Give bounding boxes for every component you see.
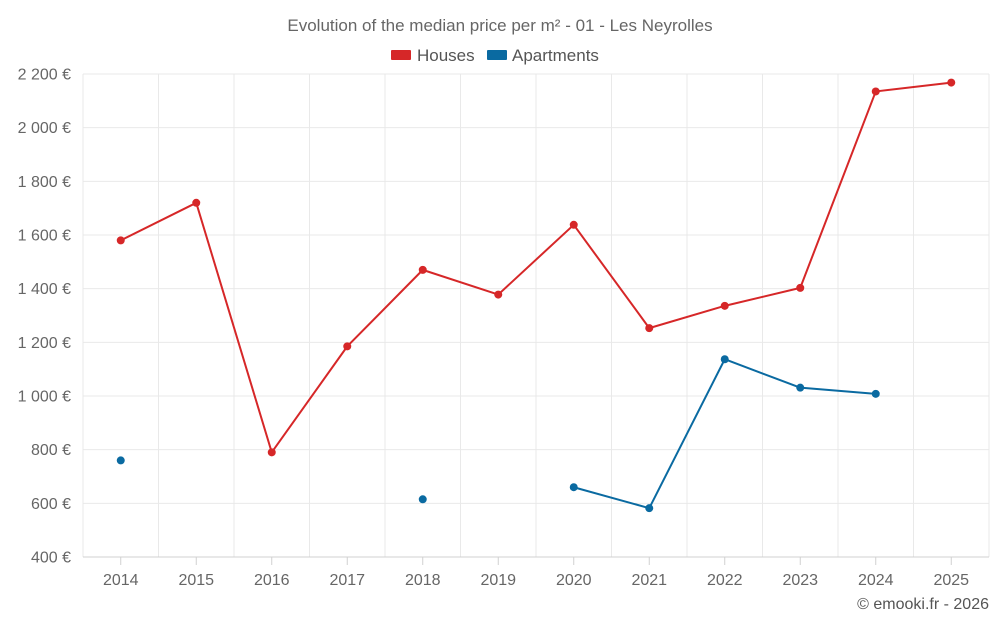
x-tick-label: 2014 [103, 572, 139, 589]
data-point-apartments[interactable] [116, 456, 125, 465]
x-tick-label: 2016 [254, 572, 290, 589]
legend-label-houses: Houses [417, 46, 475, 65]
data-point-houses[interactable] [796, 283, 805, 292]
gridlines [82, 73, 990, 557]
data-point-houses[interactable] [267, 448, 276, 457]
data-series [116, 78, 956, 513]
x-tick-label: 2025 [933, 572, 969, 589]
y-tick-label: 400 € [31, 550, 71, 567]
y-tick-label: 1 000 € [18, 389, 71, 406]
data-point-apartments[interactable] [418, 495, 427, 504]
data-point-houses[interactable] [947, 78, 956, 87]
data-point-apartments[interactable] [796, 383, 805, 392]
x-tick-label: 2022 [707, 572, 743, 589]
y-tick-label: 2 200 € [18, 67, 71, 84]
data-point-houses[interactable] [192, 198, 201, 207]
data-point-houses[interactable] [343, 342, 352, 351]
data-point-houses[interactable] [645, 324, 654, 333]
y-tick-label: 1 400 € [18, 281, 71, 298]
x-tick-label: 2018 [405, 572, 441, 589]
y-tick-label: 1 800 € [18, 174, 71, 191]
copyright-credit: © emooki.fr - 2026 [857, 596, 989, 613]
axes: 400 € 600 € 800 € 1 000 € 1 200 € 1 400 € 1 60… [18, 67, 989, 589]
x-tick-label: 2023 [782, 572, 818, 589]
x-tick-label: 2017 [329, 572, 365, 589]
x-tick-label: 2024 [858, 572, 894, 589]
legend-swatch-houses [391, 50, 411, 60]
data-point-apartments[interactable] [871, 389, 880, 398]
x-tick-label: 2019 [480, 572, 516, 589]
data-point-houses[interactable] [116, 236, 125, 245]
data-point-houses[interactable] [720, 301, 729, 310]
x-tick-label: 2015 [178, 572, 214, 589]
y-tick-label: 1 200 € [18, 335, 71, 352]
data-point-houses[interactable] [871, 87, 880, 96]
x-tick-label: 2021 [631, 572, 667, 589]
y-tick-label: 1 600 € [18, 228, 71, 245]
x-tick-label: 2020 [556, 572, 592, 589]
data-point-houses[interactable] [494, 290, 503, 299]
data-point-houses[interactable] [569, 220, 578, 229]
data-point-apartments[interactable] [645, 504, 654, 513]
legend-swatch-apartments [487, 50, 507, 60]
y-tick-label: 800 € [31, 442, 71, 459]
chart-title: Evolution of the median price per m² - 0… [287, 16, 712, 35]
y-tick-label: 2 000 € [18, 120, 71, 137]
data-point-apartments[interactable] [569, 483, 578, 492]
legend-item-apartments[interactable]: Apartments [487, 46, 599, 65]
legend[interactable]: Houses Apartments [391, 46, 599, 65]
series-houses [116, 78, 956, 457]
series-apartments [116, 355, 880, 513]
data-point-apartments[interactable] [720, 355, 729, 364]
legend-label-apartments: Apartments [512, 46, 599, 65]
series-line-houses [120, 81, 952, 454]
data-point-houses[interactable] [418, 265, 427, 274]
legend-item-houses[interactable]: Houses [391, 46, 475, 65]
y-tick-label: 600 € [31, 496, 71, 513]
series-line-apartments [573, 358, 876, 510]
